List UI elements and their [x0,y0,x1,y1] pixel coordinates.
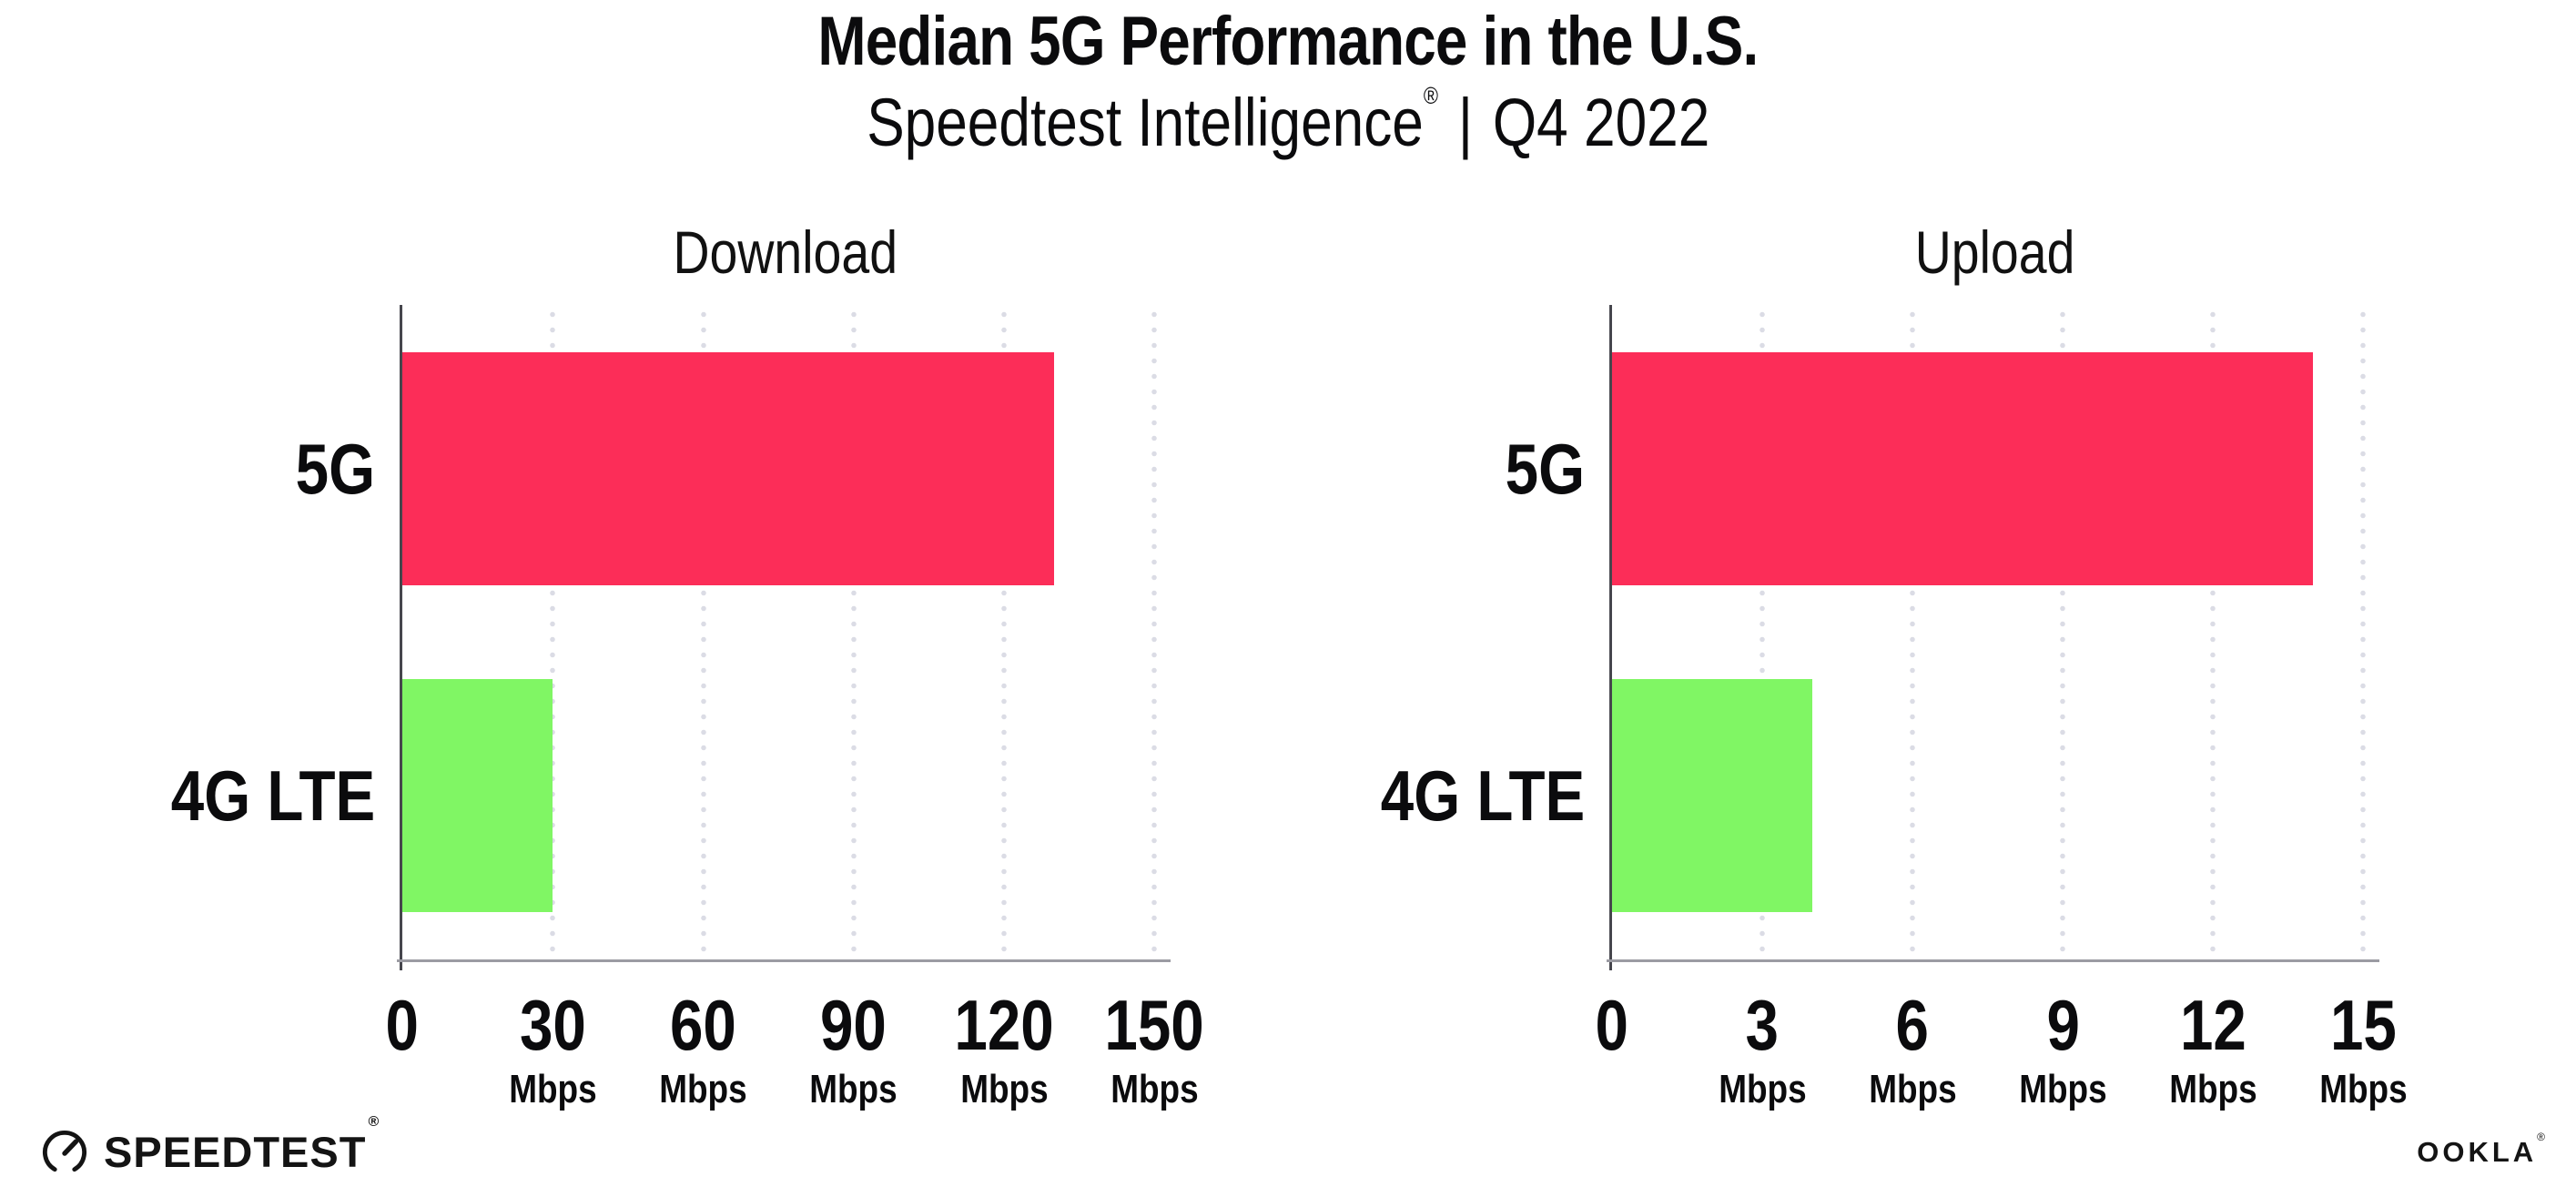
x-tick-12: 12 Mbps [2094,989,2331,1112]
x-tick-15: 15 Mbps [2245,989,2481,1112]
x-tick-unit: Mbps [1718,1067,1807,1111]
x-tick-90: 90 Mbps [735,989,972,1112]
upload-plot-area: 0 3 Mbps 6 Mbps 9 Mbps 12 Mbps 15 Mbps [1596,305,2408,1111]
x-tick-value: 60 [670,985,736,1065]
gridline-15 [2360,307,2367,959]
bar-download-4g-lte [402,679,553,913]
x-tick-unit: Mbps [1868,1067,1957,1111]
x-tick-3: 3 Mbps [1644,989,1881,1112]
speedtest-gauge-icon [42,1130,87,1172]
gridline-120 [1001,307,1008,959]
bar-download-5g [402,351,1055,585]
page-title: Median 5G Performance in the U.S. [817,3,1759,80]
x-tick-value: 6 [1895,985,1930,1065]
x-tick-unit: Mbps [509,1067,597,1111]
subtitle-separator: | [1457,85,1473,160]
upload-chart-title: Upload [1914,218,2075,286]
x-tick-unit: Mbps [2169,1067,2257,1111]
ookla-trademark: ® [2537,1131,2545,1143]
gridline-6 [1910,307,1916,959]
x-tick-unit: Mbps [2018,1067,2107,1111]
ookla-wordmark: OOKLA [2417,1136,2538,1168]
gridline-9 [2060,307,2066,959]
x-tick-unit: Mbps [959,1067,1049,1111]
x-tick-value: 150 [1104,985,1205,1065]
gridline-30 [550,307,556,959]
download-plot-area: 0 30 Mbps 60 Mbps 90 Mbps 120 Mbps 150 Mbps [386,305,1204,1111]
speedtest-wordmark: SPEEDTEST® [104,1114,380,1176]
x-tick-unit: Mbps [809,1067,898,1111]
gridline-3 [1760,307,1766,959]
x-tick-unit: Mbps [659,1067,747,1111]
x-tick-unit: Mbps [1111,1067,1199,1111]
x-tick-120: 120 Mbps [886,989,1122,1112]
category-label-4g-lte: 4G LTE [170,756,375,837]
x-axis-line [397,959,1171,962]
x-tick-9: 9 Mbps [1944,989,2181,1112]
bar-upload-5g [1612,351,2314,585]
x-tick-30: 30 Mbps [434,989,671,1112]
bar-upload-4g-lte [1612,679,1813,913]
x-tick-value: 9 [2046,985,2080,1065]
subtitle-brand: Speedtest Intelligence [866,85,1424,160]
speedtest-trademark: ® [368,1114,380,1130]
category-label-5g: 5G [295,428,375,509]
x-tick-0: 0 [1494,989,1730,1061]
registered-mark: ® [1423,82,1438,109]
x-tick-value: 120 [954,985,1054,1065]
gridline-12 [2210,307,2216,959]
gridline-90 [850,307,857,959]
x-tick-value: 90 [820,985,887,1065]
y-axis-line [1609,305,1612,970]
download-chart-title: Download [673,218,898,286]
category-label-5g: 5G [1505,428,1585,509]
speedtest-logo: SPEEDTEST® [40,1114,380,1177]
ookla-logo: OOKLA® [2417,1131,2545,1169]
x-axis-line [1607,959,2379,962]
x-tick-0: 0 [284,989,521,1061]
x-tick-150: 150 Mbps [1036,989,1273,1112]
y-axis-line [400,305,402,970]
download-chart-panel: Download 0 30 Mbps 60 Mbps 90 Mbps 120 Mbps 150 Mb… [171,218,1205,1111]
x-tick-value: 0 [1595,985,1629,1065]
x-tick-value: 15 [2329,985,2397,1065]
upload-chart-panel: Upload 0 3 Mbps 6 Mbps 9 Mbps 12 Mbps 15 Mbps 5G 4G… [1381,218,2408,1111]
x-tick-value: 3 [1745,985,1780,1065]
x-tick-6: 6 Mbps [1794,989,2031,1112]
category-label-4g-lte: 4G LTE [1380,756,1585,837]
page-subtitle: Speedtest Intelligence® | Q4 2022 [0,82,2576,161]
x-tick-unit: Mbps [2319,1067,2408,1111]
gridline-150 [1151,307,1158,959]
x-tick-value: 30 [519,985,586,1065]
gridline-60 [700,307,706,959]
x-tick-value: 12 [2179,985,2246,1065]
subtitle-period: Q4 2022 [1492,85,1710,160]
x-tick-60: 60 Mbps [585,989,822,1112]
x-tick-value: 0 [385,985,420,1065]
